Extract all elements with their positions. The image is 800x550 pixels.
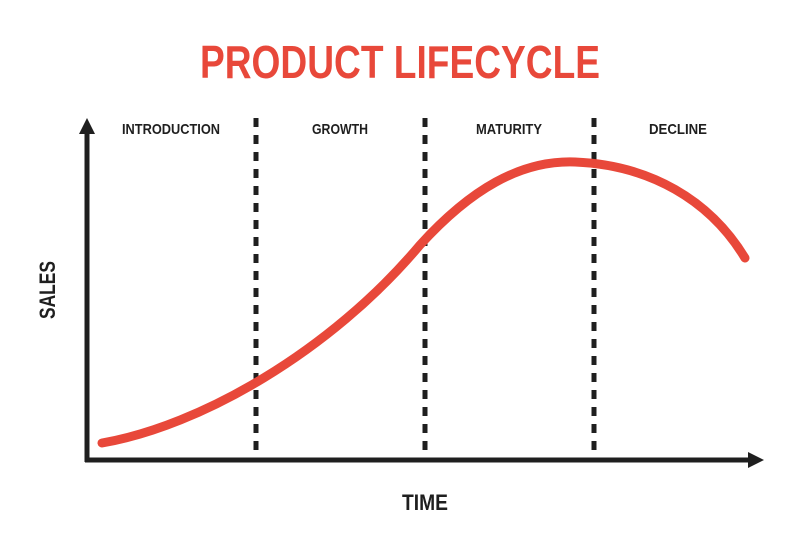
stage-label: DECLINE [649, 121, 707, 138]
y-axis-label: SALES [35, 261, 60, 319]
stage-dividers [253, 118, 597, 462]
x-axis-arrow [748, 452, 764, 468]
lifecycle-curve [97, 157, 750, 448]
x-axis-label: TIME [402, 490, 448, 515]
axes [84, 130, 752, 463]
stage-label: GROWTH [312, 121, 368, 138]
title: PRODUCT LIFECYCLE [200, 36, 600, 88]
y-axis-arrow [79, 118, 95, 134]
stage-label: MATURITY [476, 121, 542, 138]
stage-label: INTRODUCTION [122, 121, 220, 138]
